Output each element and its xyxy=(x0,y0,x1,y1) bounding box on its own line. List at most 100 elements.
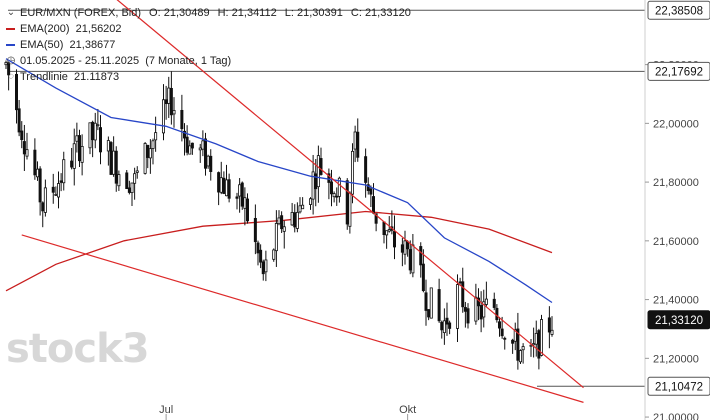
candle xyxy=(319,147,323,176)
candle xyxy=(495,304,499,323)
candle-body xyxy=(403,240,407,255)
candle-body xyxy=(298,205,302,213)
candle xyxy=(72,128,76,186)
trendlines xyxy=(21,0,584,403)
candle-body xyxy=(319,158,323,175)
candle xyxy=(201,130,205,157)
candle xyxy=(224,164,228,197)
y-tick-label: 21,00000 xyxy=(653,412,699,420)
ema50-path xyxy=(5,58,553,304)
collapse-chevron-icon[interactable]: ⌄ xyxy=(6,7,16,18)
candle-body xyxy=(455,284,459,329)
candle xyxy=(143,142,147,175)
candle-body xyxy=(4,62,8,66)
candle xyxy=(350,143,354,204)
candle xyxy=(51,173,55,204)
candle-body xyxy=(503,337,507,340)
candle-body xyxy=(169,87,173,116)
candle-body xyxy=(224,179,228,197)
candle xyxy=(421,249,425,293)
candle-body xyxy=(337,177,341,197)
ema200-path xyxy=(5,210,553,292)
candle-body xyxy=(385,230,389,236)
candle-body xyxy=(280,215,284,230)
candle xyxy=(529,338,533,357)
candle-body xyxy=(70,160,74,168)
candle-body xyxy=(36,168,40,178)
candle xyxy=(261,259,265,281)
candle xyxy=(534,320,538,357)
candle xyxy=(482,289,486,328)
candle-body xyxy=(500,328,504,337)
candle xyxy=(222,171,226,195)
chart-legend: ⌄ EUR/MXN (FOREX, Bid) O: 21,30489 H: 21… xyxy=(6,5,411,85)
price-level-badge: 22,38508 xyxy=(647,0,710,20)
ema50-label: EMA(50) xyxy=(20,39,64,51)
trendline-icon: ◌ xyxy=(8,71,14,82)
candle xyxy=(188,140,192,155)
candle-body xyxy=(151,140,155,149)
candle-body xyxy=(550,329,554,335)
legend-ema50-row[interactable]: EMA(50) 21,38677 xyxy=(6,37,411,53)
candle-body xyxy=(51,186,55,193)
trendline-upper xyxy=(116,0,584,389)
candle-body xyxy=(112,150,116,175)
candle xyxy=(327,168,331,200)
candle-body xyxy=(516,328,520,361)
candle-body xyxy=(125,172,129,190)
candle-body xyxy=(72,143,76,169)
period-range: 01.05.2025 - 25.11.2025 xyxy=(20,55,140,67)
candle-body xyxy=(497,321,501,329)
trendline-value: 21.11873 xyxy=(74,71,120,83)
candle-body xyxy=(511,339,515,344)
candle xyxy=(57,171,61,209)
candle-body xyxy=(461,281,465,308)
candle xyxy=(43,179,47,217)
candle-body xyxy=(445,317,449,325)
candle-body xyxy=(203,138,207,169)
candle xyxy=(4,60,8,69)
candlesticks xyxy=(4,60,554,370)
candle xyxy=(182,123,186,156)
candle-body xyxy=(209,155,213,172)
stock3-watermark: stock3 xyxy=(6,326,150,372)
candle xyxy=(345,178,349,230)
candle xyxy=(455,274,459,342)
candle xyxy=(387,216,391,233)
candle xyxy=(7,61,11,91)
candle-body xyxy=(154,132,158,141)
y-tick-label: 21,60000 xyxy=(653,236,699,248)
candle-body xyxy=(135,170,139,173)
candle xyxy=(511,338,515,354)
candle xyxy=(161,84,165,141)
trendline-lower xyxy=(21,234,584,403)
candle-body xyxy=(243,197,247,209)
candle xyxy=(38,166,42,216)
candle-body xyxy=(256,242,260,254)
candle xyxy=(474,283,478,325)
candle xyxy=(484,281,488,307)
candle xyxy=(348,191,352,234)
candle-body xyxy=(185,136,189,153)
candle-body xyxy=(282,226,286,232)
legend-ema200-row[interactable]: EMA(200) 21,56202 xyxy=(6,21,411,37)
candle-body xyxy=(238,184,242,197)
ema50-value: 21,38677 xyxy=(69,39,116,51)
candle xyxy=(461,267,465,313)
candle xyxy=(209,149,213,181)
candle-body xyxy=(80,146,84,163)
candle-body xyxy=(421,263,425,292)
candle-body xyxy=(109,142,113,175)
candle xyxy=(180,94,184,142)
candle xyxy=(243,187,247,226)
candle-body xyxy=(93,122,97,141)
candle xyxy=(280,211,284,233)
legend-symbol-row: ⌄ EUR/MXN (FOREX, Bid) O: 21,30489 H: 21… xyxy=(6,5,411,21)
legend-trendline-row[interactable]: ◌ Trendlinie 21.11873 xyxy=(6,69,411,85)
candle-body xyxy=(411,244,415,274)
candle xyxy=(227,173,231,203)
candle xyxy=(293,204,297,233)
candle xyxy=(440,320,444,339)
candle-body xyxy=(387,229,391,232)
